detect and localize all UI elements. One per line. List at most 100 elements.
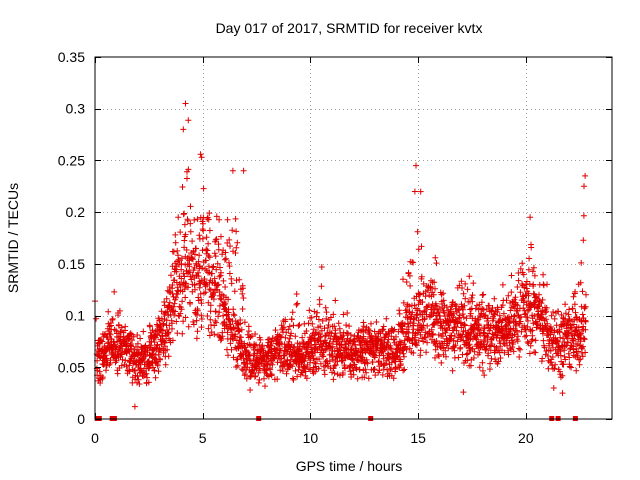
data-point	[343, 329, 350, 336]
data-point	[432, 346, 439, 353]
data-point	[290, 376, 297, 383]
data-point	[527, 342, 534, 349]
data-point	[206, 210, 213, 217]
data-point	[300, 340, 306, 347]
data-point	[462, 280, 469, 287]
data-point	[544, 281, 550, 288]
data-point	[423, 311, 430, 318]
data-point	[357, 342, 364, 349]
data-point	[495, 358, 502, 365]
data-point	[286, 335, 293, 342]
data-point	[551, 365, 558, 372]
data-point	[200, 220, 206, 227]
data-point	[221, 256, 228, 263]
data-point	[123, 363, 130, 370]
data-point	[514, 284, 521, 290]
data-point	[569, 305, 576, 312]
data-point	[176, 281, 183, 287]
x-tick-label: 5	[199, 430, 207, 446]
data-point	[330, 376, 337, 383]
outlier-point	[198, 154, 205, 161]
data-point	[112, 343, 118, 350]
data-point	[477, 314, 484, 321]
data-point	[321, 371, 328, 378]
data-point	[417, 331, 424, 338]
data-point	[402, 343, 409, 350]
data-point	[194, 307, 201, 314]
data-point	[250, 346, 257, 353]
data-point	[329, 369, 335, 376]
data-point	[572, 309, 579, 316]
data-point	[229, 227, 236, 234]
data-point	[280, 324, 287, 331]
y-tick-label: 0	[77, 411, 85, 427]
data-point	[178, 275, 185, 282]
data-point	[105, 308, 112, 315]
data-point	[152, 374, 159, 381]
data-point	[529, 327, 536, 334]
data-point	[289, 375, 296, 382]
axis-ticks: 0 5 10 15 20 0 0.05 0.1 0.15 0.2 0.25 0.3 0.35	[58, 49, 612, 446]
data-point	[291, 343, 298, 350]
data-point	[231, 288, 238, 295]
data-point	[301, 365, 308, 372]
data-point	[347, 337, 354, 344]
data-point	[279, 368, 286, 374]
data-point	[205, 216, 212, 223]
data-point	[430, 311, 437, 317]
data-point	[351, 361, 358, 368]
data-point	[200, 227, 207, 234]
data-point	[568, 324, 575, 331]
data-point	[538, 300, 545, 307]
data-point	[332, 333, 339, 340]
data-point	[532, 349, 539, 356]
data-point	[282, 316, 289, 323]
outlier-point	[182, 100, 189, 107]
data-point	[344, 310, 351, 316]
data-point	[177, 310, 184, 317]
data-point	[205, 325, 212, 332]
data-point	[541, 344, 548, 351]
data-point	[390, 375, 397, 382]
data-point	[430, 330, 437, 337]
data-points	[92, 100, 589, 421]
data-point	[295, 366, 302, 373]
data-point	[222, 300, 229, 307]
data-point	[491, 295, 498, 302]
data-point	[233, 228, 240, 235]
data-point	[130, 333, 137, 340]
data-point	[241, 319, 248, 326]
data-point	[288, 330, 295, 337]
data-point	[549, 362, 556, 369]
data-point	[562, 343, 568, 350]
data-point	[573, 367, 580, 374]
data-point	[332, 362, 339, 368]
data-point	[98, 337, 105, 344]
data-point	[293, 301, 300, 308]
data-point	[160, 321, 167, 328]
outlier-point	[229, 167, 236, 174]
data-point	[239, 285, 246, 292]
data-point	[464, 357, 471, 364]
data-point	[210, 289, 217, 296]
data-point	[269, 361, 276, 368]
data-point	[530, 281, 537, 288]
data-point	[393, 333, 399, 340]
data-point	[435, 309, 442, 316]
data-point	[458, 303, 465, 310]
data-point	[581, 305, 588, 312]
data-point	[582, 326, 589, 333]
data-point	[127, 330, 134, 337]
data-point	[343, 322, 350, 329]
data-point	[517, 346, 524, 353]
data-point	[174, 330, 181, 337]
data-point	[400, 329, 407, 336]
data-point	[549, 354, 556, 360]
data-point	[232, 215, 239, 222]
data-point	[199, 265, 206, 271]
data-point	[479, 359, 486, 366]
data-point	[547, 323, 554, 330]
data-point	[557, 352, 564, 359]
data-point	[442, 347, 449, 354]
data-point	[423, 349, 430, 356]
